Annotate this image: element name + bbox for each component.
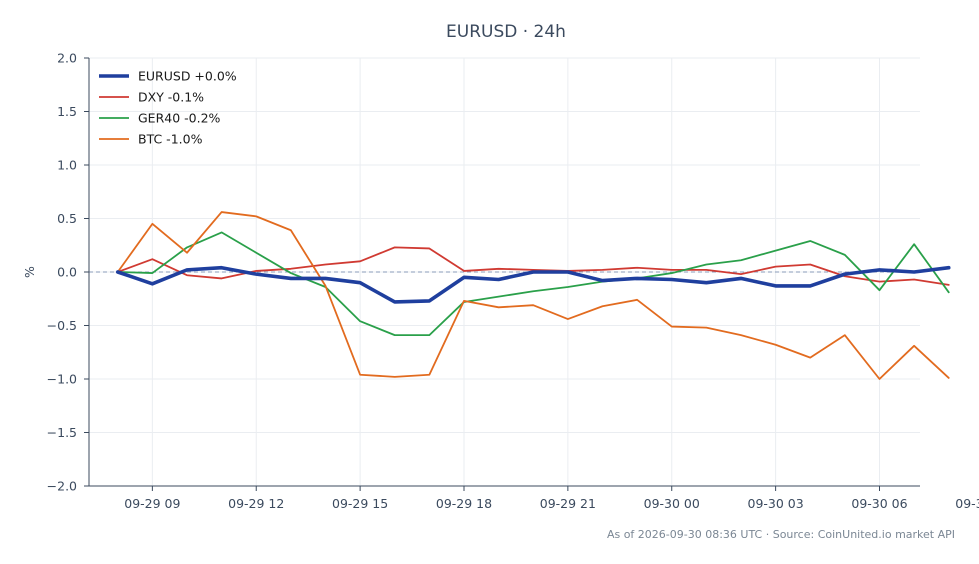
x-tick-label: 09-30 06 bbox=[851, 496, 907, 511]
legend-label-2: DXY -0.1% bbox=[138, 90, 204, 105]
y-tick-label: 1.5 bbox=[57, 104, 77, 119]
series-line-4 bbox=[116, 211, 950, 380]
x-tick-label: 09-29 12 bbox=[228, 496, 284, 511]
axes bbox=[84, 57, 920, 491]
x-tick-label: 09-29 18 bbox=[436, 496, 492, 511]
y-tick-label: −1.0 bbox=[47, 372, 77, 387]
y-tick-label: 1.0 bbox=[57, 158, 77, 173]
y-tick-label: 0.5 bbox=[57, 211, 77, 226]
series-line-1 bbox=[115, 265, 951, 304]
y-tick-label: −1.5 bbox=[47, 425, 77, 440]
series-line-2 bbox=[116, 246, 950, 286]
legend: EURUSD +0.0% DXY -0.1% GER40 -0.2% BTC -1.0… bbox=[99, 69, 237, 147]
x-tick-label: 09-30 09 bbox=[955, 496, 979, 511]
x-tick-label: 09-29 15 bbox=[332, 496, 388, 511]
y-tick-label: 0.0 bbox=[57, 265, 77, 280]
series-lines bbox=[115, 211, 951, 380]
series-line-3 bbox=[116, 231, 950, 337]
tick-labels: 2.0 1.5 1.0 0.5 0.0 −0.5 −1.0 −1.5 −2.0 09-29 09 0… bbox=[47, 51, 979, 512]
y-axis-label: % bbox=[22, 266, 37, 278]
y-tick-label: 2.0 bbox=[57, 51, 77, 66]
x-tick-label: 09-29 21 bbox=[540, 496, 596, 511]
chart-title: EURUSD · 24h bbox=[446, 22, 566, 42]
x-tick-label: 09-30 03 bbox=[748, 496, 804, 511]
y-tick-label: −0.5 bbox=[47, 318, 77, 333]
x-tick-label: 09-30 00 bbox=[644, 496, 700, 511]
legend-label-1: EURUSD +0.0% bbox=[138, 69, 237, 84]
y-tick-label: −2.0 bbox=[47, 479, 77, 494]
source-footer: As of 2026-09-30 08:36 UTC · Source: Coi… bbox=[607, 528, 955, 541]
x-tick-label: 09-29 09 bbox=[124, 496, 180, 511]
legend-label-4: BTC -1.0% bbox=[138, 132, 203, 147]
legend-label-3: GER40 -0.2% bbox=[138, 111, 221, 126]
